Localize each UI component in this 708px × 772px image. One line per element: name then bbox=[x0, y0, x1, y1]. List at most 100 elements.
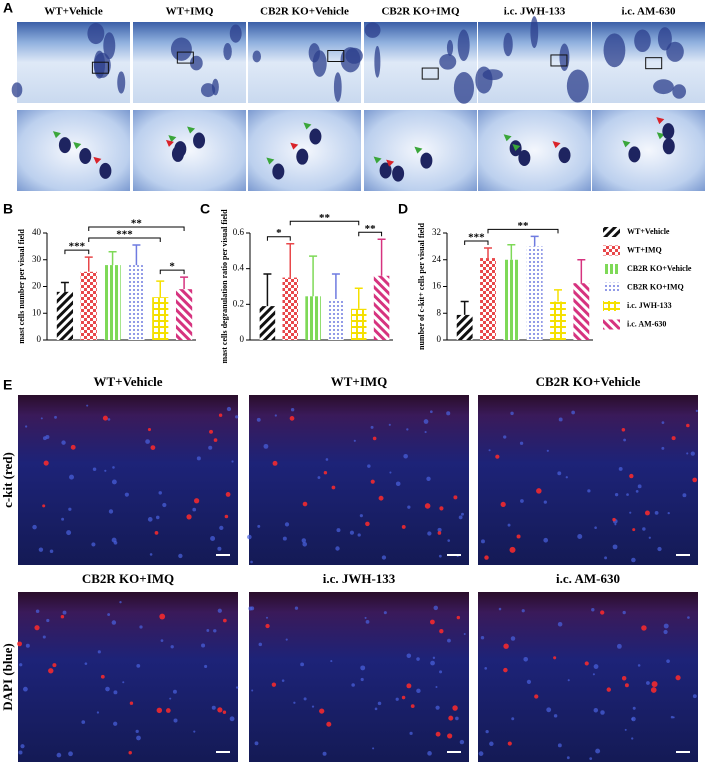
c-kit-cell bbox=[621, 675, 627, 681]
error-bar bbox=[84, 256, 93, 272]
y-axis-label: number of c-kit+ cells per visual field bbox=[417, 222, 426, 349]
c-kit-cell bbox=[632, 528, 636, 532]
c-kit-cell bbox=[439, 629, 444, 634]
nucleus bbox=[670, 715, 674, 719]
nucleus bbox=[364, 616, 367, 619]
significance-label: * bbox=[169, 261, 175, 273]
bar bbox=[456, 314, 473, 340]
bar bbox=[259, 306, 276, 340]
c-kit-cell bbox=[34, 625, 40, 631]
c-kit-cell bbox=[553, 656, 557, 660]
nucleus bbox=[558, 417, 563, 422]
bar bbox=[175, 289, 193, 340]
c-kit-cell bbox=[17, 641, 22, 647]
bar bbox=[480, 258, 496, 340]
y-tick-label: 0.2 bbox=[233, 298, 244, 308]
nucleus bbox=[692, 694, 697, 699]
nucleus bbox=[367, 464, 371, 468]
tissue-structure bbox=[530, 16, 539, 49]
panel-a: WT+Vehicle WT+IMQ CB2R KO+Vehicle CB2R KO+I… bbox=[11, 6, 705, 191]
nucleus bbox=[435, 705, 440, 710]
arrowhead bbox=[503, 134, 512, 142]
nucleus bbox=[113, 721, 118, 726]
c-kit-cell bbox=[534, 694, 539, 699]
error-bar bbox=[132, 244, 141, 266]
arrowhead bbox=[512, 143, 521, 151]
inset-box bbox=[550, 54, 568, 67]
significance-bracket bbox=[88, 226, 185, 232]
nucleus bbox=[210, 536, 216, 542]
nucleus bbox=[543, 500, 547, 504]
legend-label: WT+IMQ bbox=[627, 245, 662, 254]
nucleus bbox=[256, 417, 261, 422]
nucleus bbox=[226, 406, 232, 412]
tissue-structure bbox=[333, 72, 342, 102]
mast-cell bbox=[518, 149, 531, 166]
nucleus bbox=[433, 605, 439, 611]
c-kit-cell bbox=[129, 701, 134, 705]
nucleus bbox=[208, 445, 213, 450]
legend-swatch bbox=[603, 282, 620, 293]
significance-bracket bbox=[358, 231, 383, 237]
bar bbox=[128, 265, 145, 340]
tissue-structure bbox=[11, 82, 23, 98]
nucleus bbox=[254, 741, 259, 746]
c-kit-cell bbox=[503, 643, 509, 649]
nucleus bbox=[351, 683, 355, 687]
nucleus bbox=[317, 476, 321, 480]
mast-cell bbox=[662, 123, 675, 140]
micrograph-zoom bbox=[478, 110, 591, 191]
c-kit-cell bbox=[302, 501, 308, 507]
tissue-structure bbox=[170, 37, 192, 61]
y-tick-label: 30 bbox=[32, 254, 42, 264]
nucleus bbox=[68, 507, 72, 511]
c-kit-cell bbox=[401, 695, 406, 700]
nucleus bbox=[567, 679, 570, 682]
nucleus bbox=[112, 466, 115, 469]
c-kit-cell bbox=[507, 741, 512, 746]
bar bbox=[152, 297, 169, 340]
c-kit-cell bbox=[222, 618, 227, 623]
column-title: WT+Vehicle bbox=[44, 6, 103, 18]
nucleus bbox=[432, 656, 436, 660]
nucleus bbox=[19, 663, 23, 667]
nucleus bbox=[461, 512, 464, 516]
c-kit-cell bbox=[42, 504, 46, 508]
nucleus bbox=[488, 449, 491, 452]
nucleus bbox=[631, 737, 634, 740]
mast-cell bbox=[392, 165, 405, 182]
nucleus bbox=[211, 705, 216, 710]
legend-label: CB2R KO+Vehicle bbox=[627, 264, 692, 273]
panel-label: B bbox=[3, 201, 13, 217]
nucleus bbox=[383, 611, 387, 615]
legend-swatch bbox=[603, 319, 620, 330]
tissue-structure bbox=[93, 52, 111, 78]
y-tick-label: 10 bbox=[32, 307, 42, 317]
nucleus bbox=[54, 415, 57, 419]
nucleus bbox=[32, 524, 37, 530]
significance-bracket bbox=[464, 240, 489, 246]
c-kit-cell bbox=[600, 610, 605, 615]
c-kit-cell bbox=[584, 661, 589, 666]
nucleus bbox=[416, 688, 421, 694]
nucleus bbox=[557, 743, 562, 748]
arrowhead bbox=[414, 146, 423, 154]
nucleus bbox=[686, 452, 689, 455]
nucleus bbox=[353, 439, 356, 442]
tissue-structure bbox=[559, 43, 570, 72]
nucleus bbox=[426, 476, 431, 481]
error-bar bbox=[108, 250, 117, 266]
nucleus bbox=[395, 481, 401, 487]
column-title: i.c. AM-630 bbox=[621, 6, 676, 18]
nucleus bbox=[360, 677, 364, 682]
nucleus bbox=[25, 643, 30, 648]
tissue-structure bbox=[223, 43, 232, 61]
nucleus bbox=[107, 418, 111, 421]
panel-e: WT+Vehicle WT+IMQ CB2R KO+Vehicle CB2R KO+I… bbox=[0, 374, 699, 762]
nucleus bbox=[672, 716, 675, 719]
mast-cell bbox=[171, 145, 184, 162]
nucleus bbox=[463, 633, 466, 636]
y-tick-label: 40 bbox=[32, 227, 42, 237]
c-kit-cell bbox=[675, 675, 681, 681]
c-kit-cell bbox=[60, 614, 65, 619]
